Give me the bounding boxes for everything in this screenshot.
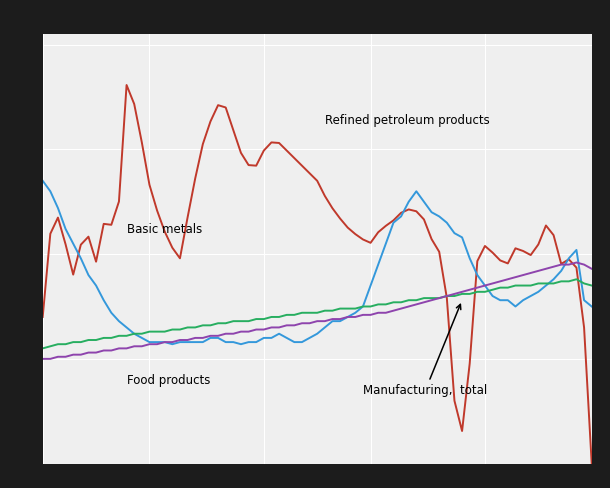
Text: Refined petroleum products: Refined petroleum products: [325, 114, 490, 127]
Text: Food products: Food products: [127, 374, 210, 387]
Text: Manufacturing,  total: Manufacturing, total: [363, 305, 487, 397]
Text: Basic metals: Basic metals: [127, 223, 202, 236]
